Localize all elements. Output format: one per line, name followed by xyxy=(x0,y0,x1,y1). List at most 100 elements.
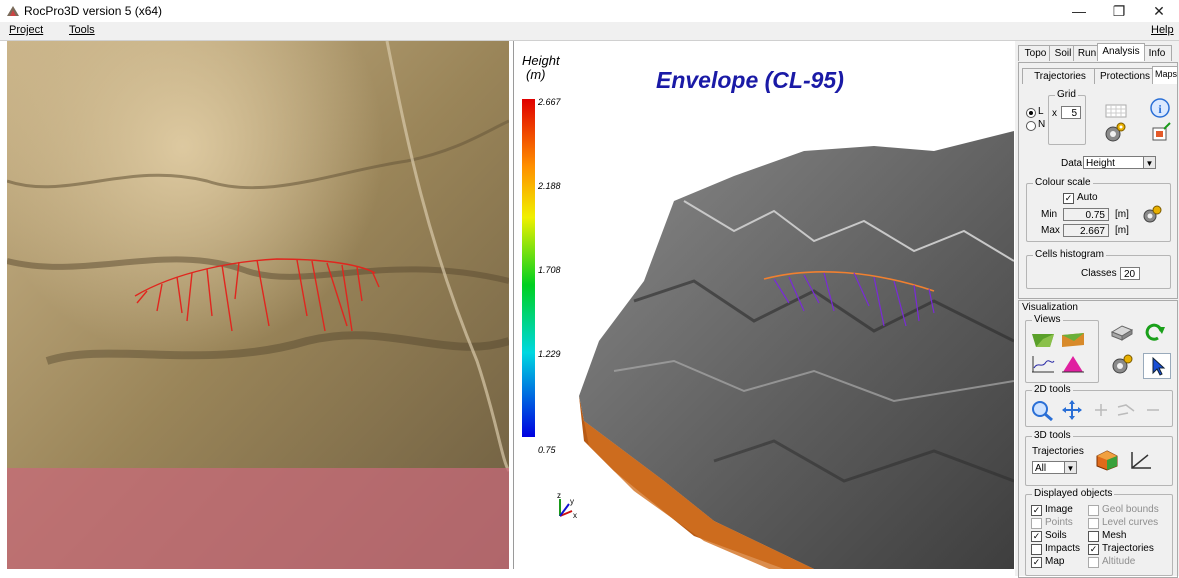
impacts-label: Impacts xyxy=(1045,543,1081,554)
zoom-magnifier-icon[interactable] xyxy=(1029,399,1055,421)
subtab-protections[interactable]: Protections xyxy=(1094,68,1156,84)
auto-label: Auto xyxy=(1077,192,1098,203)
view-terrain-icon[interactable] xyxy=(1060,329,1086,351)
remove-point-icon[interactable] xyxy=(1140,399,1166,421)
block-3d-icon[interactable] xyxy=(1094,449,1120,471)
view-profile-icon[interactable] xyxy=(1030,353,1056,375)
trajectory-lines-3d xyxy=(763,271,935,327)
max-input[interactable]: 2.667 xyxy=(1063,224,1109,237)
view-perspective-icon[interactable] xyxy=(1030,329,1056,351)
grid-option-n-radio[interactable] xyxy=(1026,121,1036,131)
tab-analysis[interactable]: Analysis xyxy=(1097,43,1145,61)
axis-z-label: z xyxy=(557,491,561,500)
geol-bounds-label: Geol bounds xyxy=(1102,504,1159,515)
trajectories-dropdown-arrow-icon[interactable]: ▼ xyxy=(1064,461,1077,474)
map-2d-view[interactable] xyxy=(7,41,509,569)
colour-scale-bar xyxy=(522,99,535,437)
axis-tool-icon[interactable] xyxy=(1128,449,1154,471)
select-pointer-button[interactable] xyxy=(1143,353,1171,379)
pan-arrows-icon[interactable] xyxy=(1059,399,1085,421)
grid-x-label: x xyxy=(1052,108,1057,119)
tools-2d-title: 2D tools xyxy=(1032,384,1073,395)
subtab-maps[interactable]: Maps xyxy=(1152,66,1178,84)
soils-label: Soils xyxy=(1045,530,1067,541)
min-unit: [m] xyxy=(1115,209,1129,220)
legend-tick: 0.75 xyxy=(538,445,557,455)
classes-input[interactable]: 20 xyxy=(1120,267,1140,280)
impacts-checkbox[interactable] xyxy=(1031,544,1042,555)
min-input[interactable]: 0.75 xyxy=(1063,208,1109,221)
geol-bounds-checkbox[interactable] xyxy=(1088,505,1099,516)
grid-option-l-radio[interactable] xyxy=(1026,108,1036,118)
mesh-checkbox[interactable] xyxy=(1088,531,1099,542)
refresh-icon[interactable] xyxy=(1141,321,1167,343)
menu-tools[interactable]: Tools xyxy=(69,24,95,36)
level-curves-checkbox[interactable] xyxy=(1088,518,1099,529)
close-button[interactable]: ✕ xyxy=(1153,3,1165,19)
views-group: Views xyxy=(1025,314,1099,383)
legend-tick: 2.188 xyxy=(537,181,561,191)
render-block-icon[interactable] xyxy=(1109,321,1135,343)
tab-info[interactable]: Info xyxy=(1142,45,1172,61)
grid-group: Grid x 5 xyxy=(1048,89,1086,145)
trajectory-lines-2d xyxy=(134,258,380,332)
tools-3d-title: 3D tools xyxy=(1032,430,1073,441)
data-dropdown-arrow-icon[interactable]: ▼ xyxy=(1143,156,1156,169)
max-label: Max xyxy=(1041,225,1060,236)
axes-triad: z y x xyxy=(557,491,577,520)
visualization-panel: Visualization Views xyxy=(1018,300,1178,578)
auto-checkbox[interactable]: ✓ xyxy=(1063,193,1074,204)
altitude-label: Altitude xyxy=(1102,556,1136,567)
map-checkbox[interactable]: ✓ xyxy=(1031,557,1042,568)
maximize-button[interactable]: ❐ xyxy=(1112,3,1126,19)
analysis-tab-page: Trajectories Protections Maps L N Grid x… xyxy=(1018,62,1178,299)
trajectories-checkbox[interactable]: ✓ xyxy=(1088,544,1099,555)
main-tabs: Topo Soil Run Analysis Info xyxy=(1018,43,1176,63)
min-label: Min xyxy=(1041,209,1058,220)
tab-topo[interactable]: Topo xyxy=(1018,45,1053,61)
settings-gear-icon[interactable] xyxy=(1101,121,1127,143)
max-unit: [m] xyxy=(1115,225,1129,236)
tools-3d-group: 3D tools Trajectories All ▼ xyxy=(1025,430,1173,486)
menu-help[interactable]: Help xyxy=(1151,24,1174,36)
aerial-map-image xyxy=(7,41,509,569)
points-label: Points xyxy=(1045,517,1073,528)
view-histogram-icon[interactable] xyxy=(1060,353,1086,375)
data-label: Data xyxy=(1061,158,1083,169)
add-point-icon[interactable] xyxy=(1088,399,1114,421)
data-select[interactable]: Height xyxy=(1083,156,1153,169)
export-map-icon[interactable] xyxy=(1147,121,1173,143)
legend-tick: 1.708 xyxy=(538,265,561,275)
cells-histogram-title: Cells histogram xyxy=(1033,249,1106,260)
mesh-label: Mesh xyxy=(1102,530,1127,541)
points-checkbox[interactable] xyxy=(1031,518,1042,529)
views-title: Views xyxy=(1032,314,1063,325)
view-3d[interactable]: Height (m) 2.667 2.188 1.708 1.229 0.75 … xyxy=(513,41,1014,569)
axis-x-label: x xyxy=(573,511,577,520)
trajectories-filter-label: Trajectories xyxy=(1032,446,1084,457)
title-bar: RocPro3D version 5 (x64) — ❐ ✕ xyxy=(0,0,1179,23)
scale-settings-gear-icon[interactable] xyxy=(1141,204,1163,224)
view-title: Envelope (CL-95) xyxy=(656,67,844,93)
polyline-icon[interactable] xyxy=(1114,399,1140,421)
level-curves-label: Level curves xyxy=(1102,517,1159,528)
info-icon[interactable]: i xyxy=(1147,97,1173,119)
map-label: Map xyxy=(1045,556,1065,567)
grid-option-l-label: L xyxy=(1038,106,1044,117)
altitude-checkbox[interactable] xyxy=(1088,557,1099,568)
svg-text:i: i xyxy=(1158,102,1162,116)
menu-project[interactable]: Project xyxy=(9,24,44,36)
legend-tick: 2.667 xyxy=(537,97,562,107)
subtab-trajectories[interactable]: Trajectories xyxy=(1022,68,1098,84)
axis-y-label: y xyxy=(570,497,574,506)
trajectories-label: Trajectories xyxy=(1102,543,1154,554)
grid-table-icon[interactable] xyxy=(1103,100,1129,122)
displayed-objects-group: Displayed objects ✓ Image Geol bounds Po… xyxy=(1025,488,1173,576)
grid-size-input[interactable]: 5 xyxy=(1061,106,1081,119)
pointer-arrow-icon xyxy=(1152,356,1166,376)
image-checkbox[interactable]: ✓ xyxy=(1031,505,1042,516)
view-settings-gear-icon[interactable] xyxy=(1109,353,1135,375)
soils-checkbox[interactable]: ✓ xyxy=(1031,531,1042,542)
colour-scale-group: Colour scale ✓ Auto Min 0.75 [m] Max 2.6… xyxy=(1026,177,1171,242)
minimize-button[interactable]: — xyxy=(1072,3,1086,19)
